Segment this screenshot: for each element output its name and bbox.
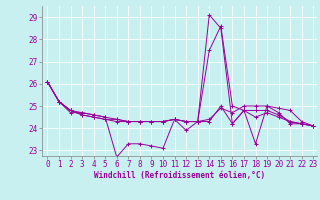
X-axis label: Windchill (Refroidissement éolien,°C): Windchill (Refroidissement éolien,°C) xyxy=(94,171,265,180)
